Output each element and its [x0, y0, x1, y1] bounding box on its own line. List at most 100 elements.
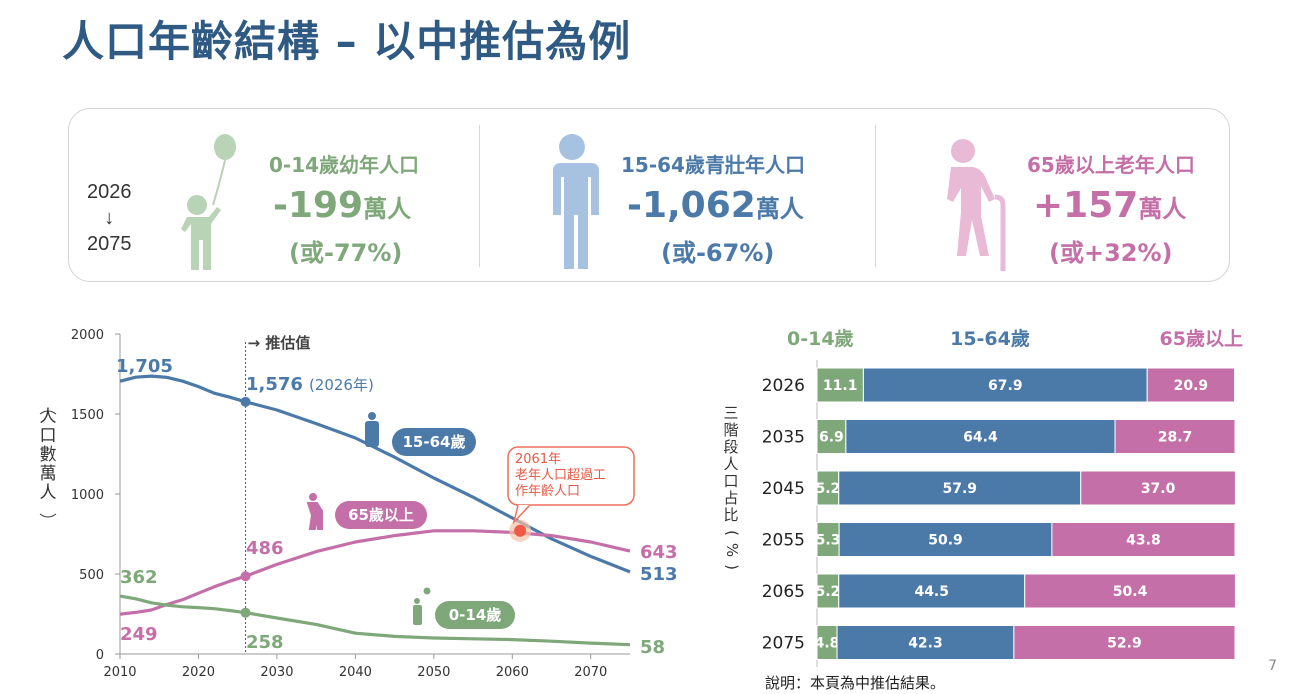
- x-tick-label: 2050: [417, 665, 450, 680]
- y-axis-label: 比: [723, 506, 738, 524]
- y-tick-label: 0: [96, 648, 104, 663]
- year-to: 2075: [87, 233, 132, 255]
- series-line: [119, 374, 631, 574]
- y-axis-label: 三: [723, 404, 738, 422]
- adult-small-icon: [368, 412, 376, 420]
- year-arrow: ↓: [104, 207, 115, 229]
- series-line: [119, 529, 631, 616]
- adult-icon: [553, 134, 599, 269]
- series-line: [119, 594, 631, 647]
- y-tick-label: 500: [79, 568, 104, 583]
- bar-segment: [1013, 625, 1236, 660]
- bar-value-label: 52.9: [1107, 636, 1142, 652]
- series-tag: [335, 501, 427, 529]
- projection-point: [240, 396, 251, 407]
- annotation-text: 老年人口超過工: [515, 468, 606, 483]
- y-axis-label: 階: [723, 421, 738, 439]
- y-tick-label: 1000: [71, 488, 104, 503]
- y-axis-label: (: [723, 530, 741, 536]
- elderly-small-icon: [306, 502, 323, 530]
- bar-value-label: 44.5: [914, 584, 949, 600]
- y-axis-label: 人: [40, 407, 57, 427]
- data-label: 513: [640, 564, 678, 585]
- working-change: -1,062萬人: [627, 185, 804, 226]
- elderly-pct: (或+32%): [1049, 239, 1173, 267]
- bar-segment: [1051, 522, 1236, 557]
- bar-value-label: 64.4: [963, 430, 998, 446]
- bar-segment: [862, 367, 1148, 403]
- elderly-change-value: +157: [1033, 185, 1139, 226]
- bar-value-label: 67.9: [988, 378, 1023, 394]
- y-axis-label: 數: [40, 445, 57, 465]
- elderly-small-icon: [309, 493, 317, 501]
- y-axis-label-paren: [39, 410, 57, 415]
- youth-pct: (或-77%): [289, 239, 403, 267]
- x-tick-label: 2020: [182, 665, 215, 680]
- working-label: 15-64歲青壯年人口: [621, 153, 805, 177]
- youth-change-value: -199: [273, 185, 364, 226]
- bar-value-label: 4.8: [815, 636, 840, 652]
- bar-value-label: 5.2: [815, 481, 840, 497]
- data-label-suffix: (2026年): [309, 376, 374, 394]
- divider: [875, 125, 876, 267]
- bar-segment: [816, 367, 864, 403]
- page-title: 人口年齡結構 – 以中推估為例: [62, 17, 632, 66]
- x-tick-label: 2060: [496, 665, 529, 680]
- summary-panel: 2026 ↓ 2075 0-14歲幼年人口 -199萬人 (或-77%) 15-…: [68, 108, 1230, 282]
- y-tick-label: 1500: [71, 408, 104, 423]
- series-tag: [435, 601, 515, 629]
- bar-value-label: 20.9: [1174, 378, 1209, 394]
- category-label: 2045: [762, 479, 805, 499]
- elderly-with-cane-icon: [947, 139, 1006, 271]
- annotation-box: [507, 446, 635, 506]
- child-small-icon: [414, 598, 420, 604]
- annotation-text: 作年齡人口: [515, 484, 580, 499]
- child-small-icon: [413, 605, 422, 625]
- bar-value-label: 11.1: [823, 378, 858, 394]
- working-change-unit: 萬人: [755, 195, 804, 223]
- bar-segment: [816, 419, 847, 454]
- youth-change: -199萬人: [273, 185, 411, 226]
- y-tick-label: 2000: [71, 328, 104, 343]
- category-label: 2055: [762, 531, 805, 551]
- data-label: 258: [246, 632, 284, 653]
- elderly-change-unit: 萬人: [1138, 195, 1187, 223]
- bar-value-label: 50.4: [1113, 584, 1148, 600]
- x-tick-label: 2040: [339, 665, 372, 680]
- x-tick-label: 2030: [260, 665, 293, 680]
- projection-point: [240, 571, 251, 582]
- category-label: 2075: [762, 634, 805, 654]
- data-label: 486: [246, 538, 284, 559]
- data-label: 1,576 (2026年): [246, 374, 374, 395]
- bar-value-label: 57.9: [942, 481, 977, 497]
- projection-point: [240, 607, 251, 618]
- data-label: 362: [120, 567, 158, 588]
- bar-value-label: 50.9: [928, 533, 963, 549]
- divider: [479, 125, 480, 267]
- legend-item: 65歲以上: [1160, 327, 1243, 350]
- elderly-change: +157萬人: [1033, 185, 1186, 226]
- y-axis-label: 段: [723, 438, 738, 456]
- adult-small-icon: [365, 421, 379, 447]
- category-label: 2065: [762, 582, 805, 602]
- child-with-balloon-icon: [181, 134, 236, 270]
- x-tick-label: 2070: [574, 665, 607, 680]
- data-label: 249: [120, 624, 158, 645]
- annotation-pointer: [512, 504, 531, 525]
- bar-segment: [1114, 419, 1236, 454]
- bar-value-label: 5.3: [816, 533, 841, 549]
- bar-value-label: 6.9: [819, 430, 844, 446]
- working-change-value: -1,062: [627, 185, 756, 226]
- data-label: 1,705: [116, 356, 173, 377]
- category-label: 2035: [762, 428, 805, 448]
- y-axis-label: 人: [723, 455, 738, 473]
- child-small-icon: [423, 587, 431, 595]
- page-number: 7: [1268, 658, 1277, 674]
- bar-value-label: 43.8: [1126, 533, 1161, 549]
- bar-segment: [1024, 573, 1236, 609]
- bar-value-label: 37.0: [1141, 481, 1176, 497]
- legend-item: 0-14歲: [787, 327, 854, 350]
- bar-segment: [845, 419, 1116, 454]
- y-axis-label: 占: [723, 489, 738, 507]
